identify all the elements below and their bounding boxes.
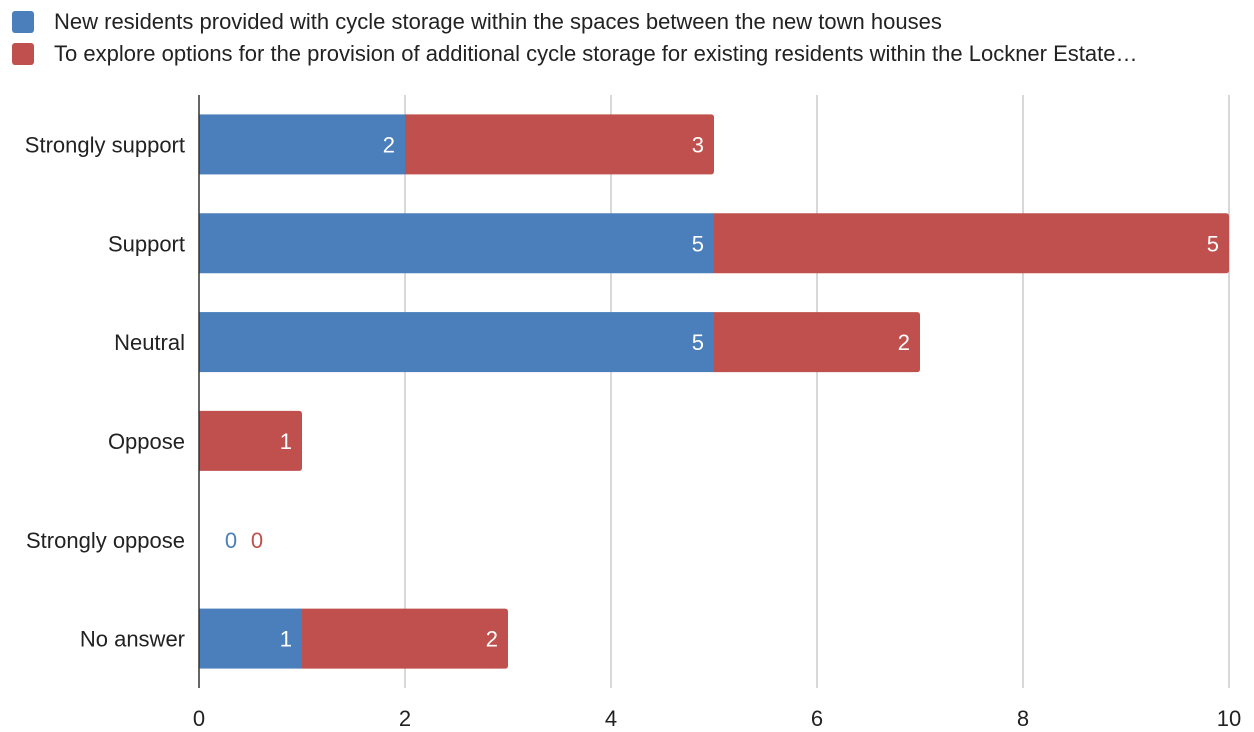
x-tick-label-8: 8 bbox=[1017, 706, 1029, 731]
bar-series-2-0 bbox=[405, 114, 714, 175]
bar-series-1-0 bbox=[199, 114, 405, 175]
legend-swatch-series-2 bbox=[12, 43, 34, 65]
bar-series-2-1 bbox=[714, 213, 1229, 274]
category-label-5: No answer bbox=[80, 627, 185, 652]
data-label-series-1-2: 5 bbox=[692, 330, 704, 355]
category-label-0: Strongly support bbox=[25, 132, 185, 157]
bar-series-1-5 bbox=[199, 608, 302, 669]
x-tick-label-0: 0 bbox=[193, 706, 205, 731]
bar-series-1-2 bbox=[199, 312, 714, 373]
bar-series-2-5 bbox=[302, 608, 508, 669]
legend-item-series-1[interactable]: New residents provided with cycle storag… bbox=[12, 6, 1248, 38]
data-label-series-1-5: 1 bbox=[280, 627, 292, 652]
data-label-series-1-1: 5 bbox=[692, 231, 704, 256]
x-tick-label-10: 10 bbox=[1217, 706, 1241, 731]
x-tick-label-2: 2 bbox=[399, 706, 411, 731]
bar-series-2-2 bbox=[714, 312, 920, 373]
data-label-series-1-4: 0 bbox=[225, 528, 237, 553]
data-label-series-2-2: 2 bbox=[898, 330, 910, 355]
legend-label-series-1: New residents provided with cycle storag… bbox=[54, 9, 942, 34]
data-label-series-2-1: 5 bbox=[1207, 231, 1219, 256]
category-label-1: Support bbox=[108, 231, 185, 256]
data-label-series-2-5: 2 bbox=[486, 627, 498, 652]
data-label-series-2-3: 1 bbox=[280, 429, 292, 454]
category-label-3: Oppose bbox=[108, 429, 185, 454]
data-label-series-1-0: 2 bbox=[383, 132, 395, 157]
data-label-series-2-4: 0 bbox=[251, 528, 263, 553]
bar-series-1-1 bbox=[199, 213, 714, 274]
category-label-2: Neutral bbox=[114, 330, 185, 355]
legend-swatch-series-1 bbox=[12, 11, 34, 33]
category-label-4: Strongly oppose bbox=[26, 528, 185, 553]
x-tick-label-6: 6 bbox=[811, 706, 823, 731]
legend-item-series-2[interactable]: To explore options for the provision of … bbox=[12, 38, 1248, 70]
legend-label-series-2: To explore options for the provision of … bbox=[54, 41, 1138, 66]
bar-series-2-3 bbox=[199, 410, 302, 471]
chart-legend: New residents provided with cycle storag… bbox=[12, 6, 1248, 70]
x-tick-label-4: 4 bbox=[605, 706, 617, 731]
data-label-series-2-0: 3 bbox=[692, 132, 704, 157]
